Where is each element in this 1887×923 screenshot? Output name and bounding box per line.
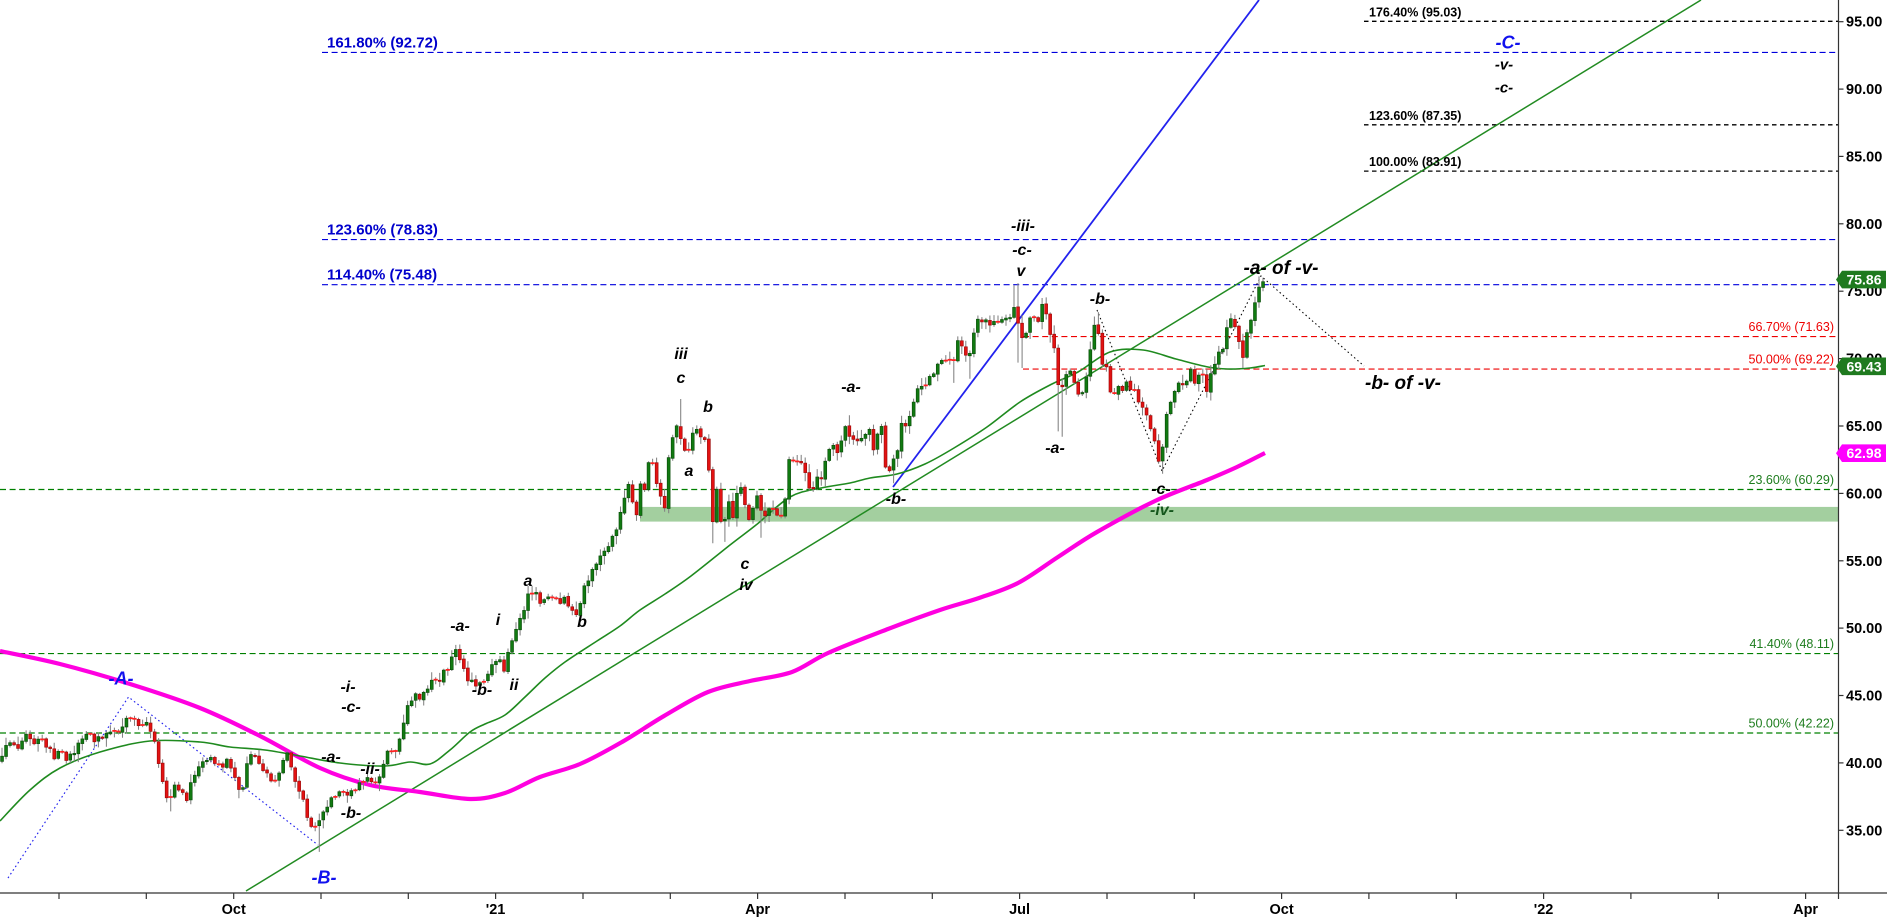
- svg-text:123.60% (78.83): 123.60% (78.83): [327, 222, 438, 239]
- svg-text:85.00: 85.00: [1846, 149, 1882, 165]
- svg-text:65.00: 65.00: [1846, 419, 1882, 435]
- svg-text:ii: ii: [510, 677, 519, 694]
- svg-text:60.00: 60.00: [1846, 486, 1882, 502]
- svg-text:-a- of -v-: -a- of -v-: [1244, 258, 1319, 279]
- svg-text:35.00: 35.00: [1846, 823, 1882, 839]
- svg-text:66.70% (71.63): 66.70% (71.63): [1749, 320, 1834, 334]
- svg-text:176.40% (95.03): 176.40% (95.03): [1369, 5, 1461, 19]
- svg-text:80.00: 80.00: [1846, 217, 1882, 233]
- svg-text:75.86: 75.86: [1846, 272, 1881, 288]
- svg-text:161.80% (92.72): 161.80% (92.72): [327, 34, 438, 51]
- svg-text:-b-: -b-: [886, 491, 906, 508]
- svg-text:50.00: 50.00: [1846, 621, 1882, 637]
- svg-text:-a-: -a-: [841, 379, 861, 396]
- svg-text:b: b: [703, 399, 713, 416]
- svg-text:i: i: [496, 612, 501, 629]
- svg-text:iv: iv: [739, 577, 753, 594]
- svg-text:-c-: -c-: [1151, 481, 1171, 498]
- svg-text:Apr: Apr: [745, 902, 770, 918]
- svg-text:-a-: -a-: [450, 618, 470, 635]
- svg-text:c: c: [677, 370, 686, 387]
- svg-text:-C-: -C-: [1496, 32, 1521, 52]
- svg-text:40.00: 40.00: [1846, 756, 1882, 772]
- svg-text:-b-: -b-: [472, 682, 492, 699]
- svg-text:c: c: [741, 556, 750, 573]
- svg-text:iii: iii: [674, 346, 688, 363]
- svg-text:-a-: -a-: [1045, 440, 1065, 457]
- svg-text:-b-: -b-: [341, 805, 361, 822]
- svg-text:50.00% (42.22): 50.00% (42.22): [1749, 716, 1834, 730]
- svg-text:Oct: Oct: [1270, 902, 1294, 918]
- svg-text:Apr: Apr: [1793, 902, 1818, 918]
- svg-text:v: v: [1017, 263, 1027, 280]
- svg-text:Oct: Oct: [222, 902, 246, 918]
- svg-text:23.60% (60.29): 23.60% (60.29): [1749, 473, 1834, 487]
- svg-text:100.00% (83.91): 100.00% (83.91): [1369, 155, 1461, 169]
- svg-text:123.60% (87.35): 123.60% (87.35): [1369, 109, 1461, 123]
- svg-text:41.40% (48.11): 41.40% (48.11): [1749, 637, 1834, 651]
- svg-text:'22: '22: [1534, 902, 1554, 918]
- svg-text:62.98: 62.98: [1846, 445, 1881, 461]
- svg-text:-v-: -v-: [1495, 56, 1513, 73]
- svg-text:'21: '21: [486, 902, 506, 918]
- svg-text:-iii-: -iii-: [1011, 218, 1035, 235]
- svg-text:-A-: -A-: [109, 668, 134, 688]
- svg-text:b: b: [577, 614, 587, 631]
- svg-text:a: a: [524, 573, 533, 590]
- svg-text:50.00% (69.22): 50.00% (69.22): [1749, 353, 1834, 367]
- svg-text:-c-: -c-: [1012, 242, 1032, 259]
- svg-text:114.40% (75.48): 114.40% (75.48): [327, 267, 437, 284]
- svg-text:-c-: -c-: [341, 699, 361, 716]
- svg-text:-i-: -i-: [340, 679, 355, 696]
- svg-text:69.43: 69.43: [1846, 358, 1881, 374]
- svg-text:Jul: Jul: [1009, 902, 1030, 918]
- svg-text:-c-: -c-: [1495, 79, 1513, 96]
- svg-text:55.00: 55.00: [1846, 554, 1882, 570]
- svg-text:-B-: -B-: [312, 867, 337, 887]
- svg-text:-ii-: -ii-: [360, 761, 380, 778]
- svg-text:-iv-: -iv-: [1150, 502, 1174, 519]
- svg-text:45.00: 45.00: [1846, 689, 1882, 705]
- svg-text:-b- of -v-: -b- of -v-: [1365, 373, 1441, 394]
- svg-text:90.00: 90.00: [1846, 82, 1882, 98]
- svg-text:-a-: -a-: [321, 749, 341, 766]
- svg-text:95.00: 95.00: [1846, 15, 1882, 31]
- svg-text:-b-: -b-: [1090, 291, 1110, 308]
- svg-text:a: a: [685, 463, 694, 480]
